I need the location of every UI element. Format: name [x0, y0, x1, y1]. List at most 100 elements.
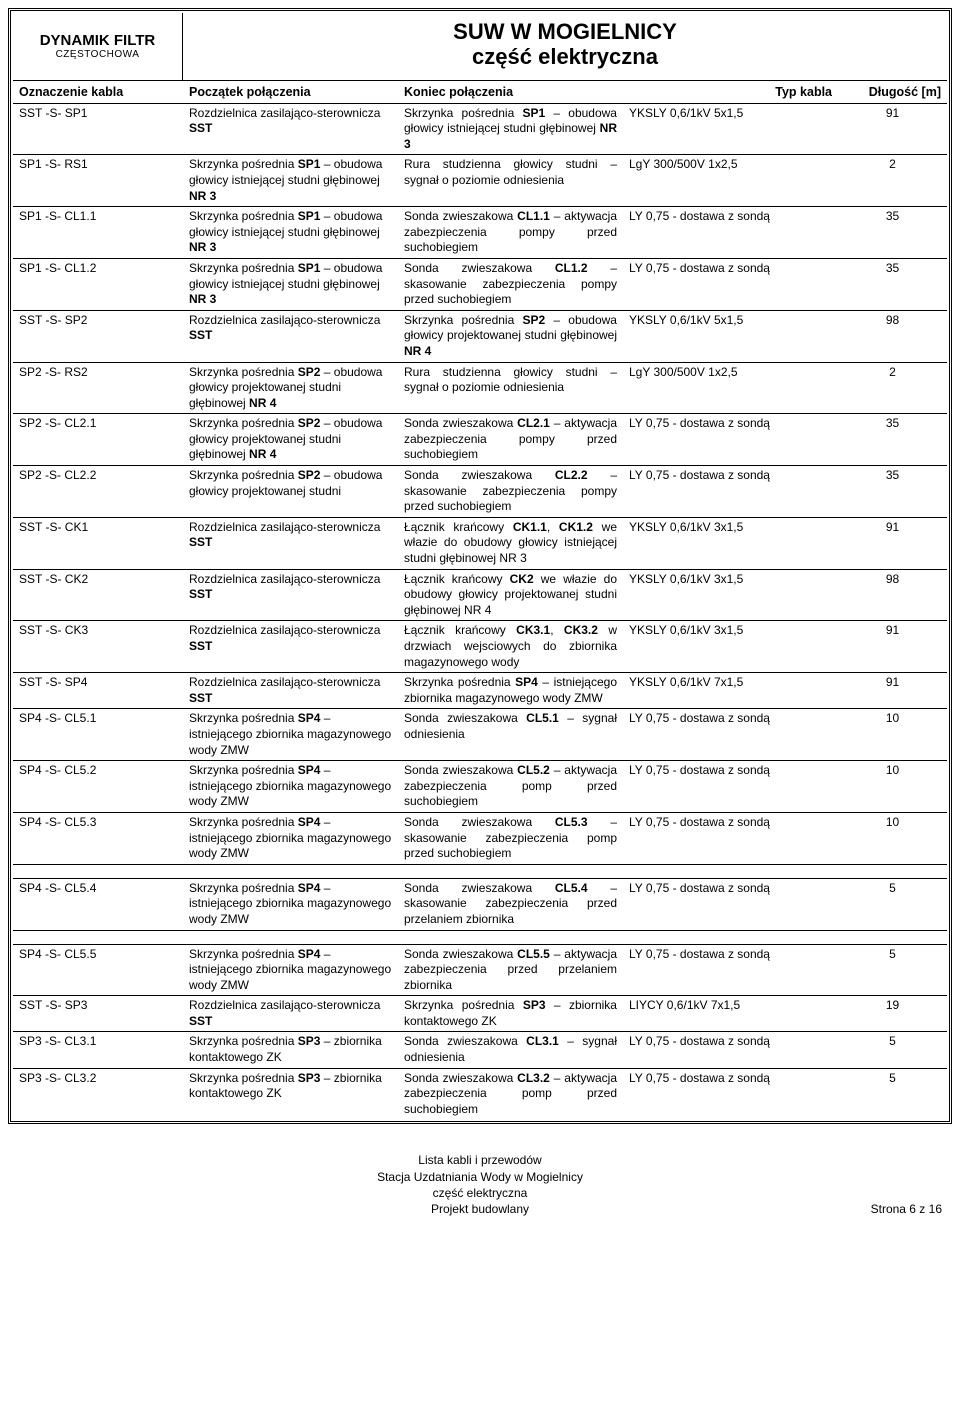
cell-ozn: SP4 -S- CL5.5 — [13, 944, 183, 996]
cell-ozn: SST -S- SP1 — [13, 104, 183, 155]
column-headers: Oznaczenie kabla Początek połączenia Kon… — [13, 81, 947, 104]
cell-pocz: Skrzynka pośrednia SP3 – zbiornika konta… — [183, 1032, 398, 1068]
col-oznaczenie: Oznaczenie kabla — [13, 81, 183, 103]
cell-ozn: SST -S- CK3 — [13, 621, 183, 673]
cell-ozn: SP4 -S- CL5.1 — [13, 709, 183, 761]
table-row: SP2 -S- CL2.2Skrzynka pośrednia SP2 – ob… — [13, 466, 947, 518]
cell-typ: LY 0,75 - dostawa z sondą — [623, 812, 838, 864]
cell-dl: 5 — [838, 944, 947, 996]
cell-pocz: Skrzynka pośrednia SP2 – obudowa głowicy… — [183, 466, 398, 518]
cell-dl: 98 — [838, 569, 947, 621]
cell-dl: 35 — [838, 258, 947, 310]
footer-line4: Projekt budowlany — [8, 1201, 952, 1217]
table-row: SST -S- SP1Rozdzielnica zasilająco-stero… — [13, 104, 947, 155]
cell-dl: 98 — [838, 310, 947, 362]
table-row: SP3 -S- CL3.2Skrzynka pośrednia SP3 – zb… — [13, 1068, 947, 1119]
table-row: SST -S- CK2Rozdzielnica zasilająco-stero… — [13, 569, 947, 621]
cell-ozn: SST -S- SP2 — [13, 310, 183, 362]
cell-ozn: SP2 -S- CL2.2 — [13, 466, 183, 518]
cell-dl: 5 — [838, 1068, 947, 1119]
cell-kon: Sonda zwieszakowa CL5.3 – skasowanie zab… — [398, 812, 623, 864]
cell-pocz: Skrzynka pośrednia SP1 – obudowa głowicy… — [183, 258, 398, 310]
cell-kon: Łącznik krańcowy CK1.1, CK1.2 we włazie … — [398, 517, 623, 569]
brand-box: DYNAMIK FILTR CZĘSTOCHOWA — [13, 13, 183, 80]
cell-dl: 5 — [838, 878, 947, 930]
table-row: SP4 -S- CL5.2Skrzynka pośrednia SP4 – is… — [13, 761, 947, 813]
cell-typ: LY 0,75 - dostawa z sondą — [623, 709, 838, 761]
cell-kon: Skrzynka pośrednia SP2 – obudowa głowicy… — [398, 310, 623, 362]
footer-line3: część elektryczna — [8, 1185, 952, 1201]
cell-typ: YKSLY 0,6/1kV 3x1,5 — [623, 569, 838, 621]
document-frame: DYNAMIK FILTR CZĘSTOCHOWA SUW W MOGIELNI… — [8, 8, 952, 1124]
table-row: SST -S- SP2Rozdzielnica zasilająco-stero… — [13, 310, 947, 362]
cell-ozn: SP4 -S- CL5.4 — [13, 878, 183, 930]
table-row: SP1 -S- CL1.1Skrzynka pośrednia SP1 – ob… — [13, 207, 947, 259]
cell-typ: LIYCY 0,6/1kV 7x1,5 — [623, 996, 838, 1032]
cell-dl: 91 — [838, 673, 947, 709]
cell-dl: 91 — [838, 517, 947, 569]
cell-typ: LY 0,75 - dostawa z sondą — [623, 761, 838, 813]
cell-kon: Sonda zwieszakowa CL5.1 – sygnał odniesi… — [398, 709, 623, 761]
cell-dl: 2 — [838, 155, 947, 207]
cell-kon: Sonda zwieszakowa CL3.1 – sygnał odniesi… — [398, 1032, 623, 1068]
cell-kon: Sonda zwieszakowa CL5.4 – skasowanie zab… — [398, 878, 623, 930]
table-row — [13, 864, 947, 878]
cell-pocz: Rozdzielnica zasilająco-sterownicza SST — [183, 673, 398, 709]
cell-pocz: Skrzynka pośrednia SP2 – obudowa głowicy… — [183, 414, 398, 466]
cell-dl: 5 — [838, 1032, 947, 1068]
table-row — [13, 930, 947, 944]
cell-typ: YKSLY 0,6/1kV 5x1,5 — [623, 104, 838, 155]
cell-typ: LY 0,75 - dostawa z sondą — [623, 944, 838, 996]
cell-kon: Sonda zwieszakowa CL5.2 – aktywacja zabe… — [398, 761, 623, 813]
cell-kon: Sonda zwieszakowa CL2.1 – aktywacja zabe… — [398, 414, 623, 466]
table-row: SP3 -S- CL3.1Skrzynka pośrednia SP3 – zb… — [13, 1032, 947, 1068]
cell-ozn: SP1 -S- CL1.1 — [13, 207, 183, 259]
col-koniec: Koniec połączenia — [398, 81, 623, 103]
table-row: SST -S- CK3Rozdzielnica zasilająco-stero… — [13, 621, 947, 673]
cell-pocz: Skrzynka pośrednia SP2 – obudowa głowicy… — [183, 362, 398, 414]
cell-dl: 2 — [838, 362, 947, 414]
cell-dl: 35 — [838, 414, 947, 466]
cell-kon: Skrzynka pośrednia SP3 – zbiornika konta… — [398, 996, 623, 1032]
table-row: SP1 -S- CL1.2Skrzynka pośrednia SP1 – ob… — [13, 258, 947, 310]
cell-typ: YKSLY 0,6/1kV 3x1,5 — [623, 621, 838, 673]
cell-kon: Łącznik krańcowy CK3.1, CK3.2 w drzwiach… — [398, 621, 623, 673]
cell-typ: YKSLY 0,6/1kV 3x1,5 — [623, 517, 838, 569]
cell-pocz: Skrzynka pośrednia SP1 – obudowa głowicy… — [183, 155, 398, 207]
cell-kon: Skrzynka pośrednia SP4 – istniejącego zb… — [398, 673, 623, 709]
cell-ozn: SP1 -S- CL1.2 — [13, 258, 183, 310]
page-number: Strona 6 z 16 — [871, 1201, 942, 1217]
cell-typ: LY 0,75 - dostawa z sondą — [623, 878, 838, 930]
cell-pocz: Skrzynka pośrednia SP4 – istniejącego zb… — [183, 944, 398, 996]
cell-ozn: SP4 -S- CL5.3 — [13, 812, 183, 864]
cell-dl: 19 — [838, 996, 947, 1032]
cell-ozn: SP3 -S- CL3.1 — [13, 1032, 183, 1068]
cell-pocz: Skrzynka pośrednia SP4 – istniejącego zb… — [183, 761, 398, 813]
cell-pocz: Skrzynka pośrednia SP4 – istniejącego zb… — [183, 709, 398, 761]
cell-typ: YKSLY 0,6/1kV 7x1,5 — [623, 673, 838, 709]
cell-kon: Rura studzienna głowicy studni – sygnał … — [398, 155, 623, 207]
brand-city: CZĘSTOCHOWA — [56, 49, 140, 60]
doc-title-1: SUW W MOGIELNICY — [187, 19, 943, 44]
cell-dl: 10 — [838, 812, 947, 864]
cell-typ: LY 0,75 - dostawa z sondą — [623, 1032, 838, 1068]
footer-line1: Lista kabli i przewodów — [8, 1152, 952, 1168]
cell-pocz: Skrzynka pośrednia SP4 – istniejącego zb… — [183, 878, 398, 930]
footer: Lista kabli i przewodów Stacja Uzdatnian… — [8, 1152, 952, 1217]
cell-pocz: Rozdzielnica zasilająco-sterownicza SST — [183, 104, 398, 155]
cell-kon: Sonda zwieszakowa CL2.2 – skasowanie zab… — [398, 466, 623, 518]
cell-kon: Sonda zwieszakowa CL3.2 – aktywacja zabe… — [398, 1068, 623, 1119]
table-row: SST -S- CK1Rozdzielnica zasilająco-stero… — [13, 517, 947, 569]
cell-ozn: SST -S- CK2 — [13, 569, 183, 621]
cell-typ: LgY 300/500V 1x2,5 — [623, 155, 838, 207]
table-row: SP2 -S- CL2.1Skrzynka pośrednia SP2 – ob… — [13, 414, 947, 466]
cell-kon: Sonda zwieszakowa CL1.1 – aktywacja zabe… — [398, 207, 623, 259]
cell-dl: 91 — [838, 104, 947, 155]
cell-dl: 35 — [838, 207, 947, 259]
cell-kon: Rura studzienna głowicy studni – sygnał … — [398, 362, 623, 414]
cell-pocz: Rozdzielnica zasilająco-sterownicza SST — [183, 310, 398, 362]
cell-typ: LgY 300/500V 1x2,5 — [623, 362, 838, 414]
footer-line2: Stacja Uzdatniania Wody w Mogielnicy — [8, 1169, 952, 1185]
cell-typ: LY 0,75 - dostawa z sondą — [623, 1068, 838, 1119]
cell-ozn: SP3 -S- CL3.2 — [13, 1068, 183, 1119]
